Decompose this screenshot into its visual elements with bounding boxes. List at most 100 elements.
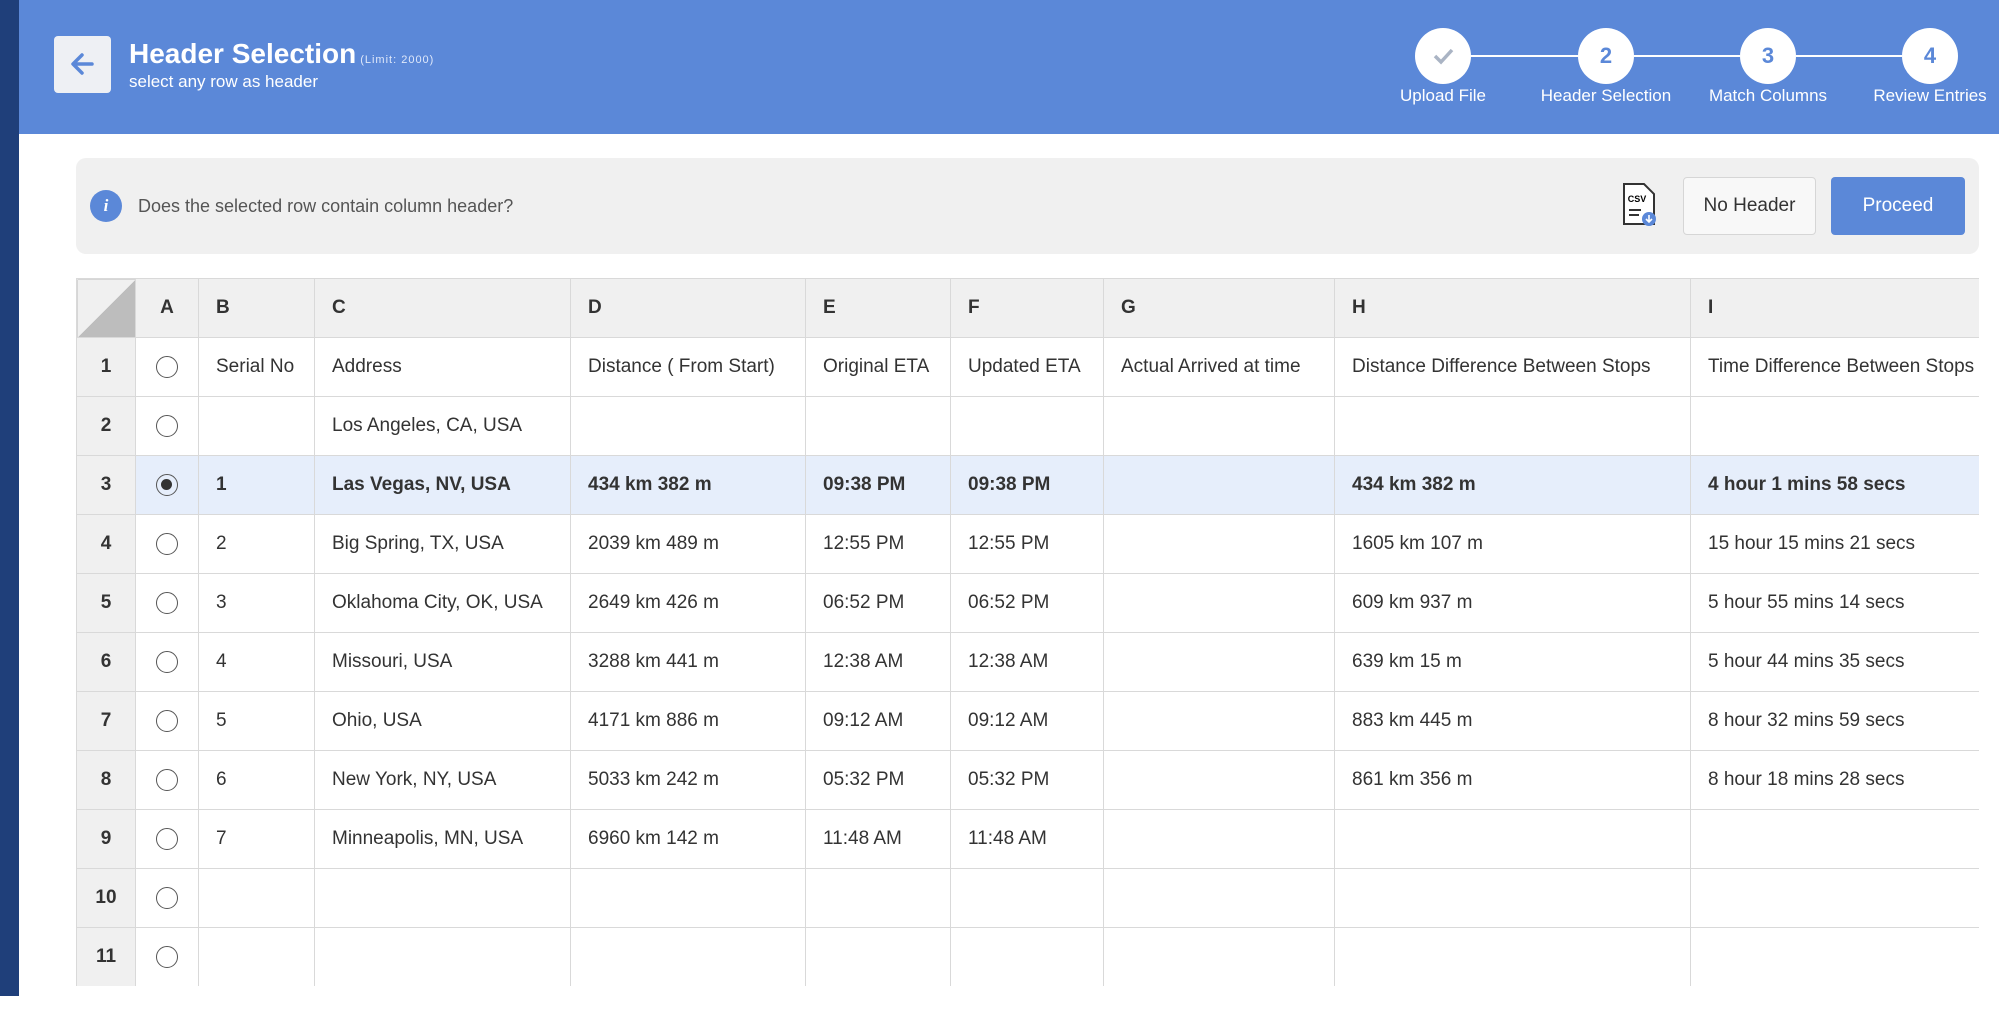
back-button[interactable] xyxy=(54,36,111,93)
table-cell: 09:38 PM xyxy=(950,455,1104,515)
table-row: 3 1 Las Vegas, NV, USA 434 km 382 m 09:38 PM… xyxy=(76,455,1979,515)
proceed-button[interactable]: Proceed xyxy=(1831,177,1965,235)
step-label: Match Columns xyxy=(1708,86,1828,105)
table-row: 6 4 Missouri, USA 3288 km 441 m 12:38 AM 12:3… xyxy=(76,632,1979,692)
table-cell: 2039 km 489 m xyxy=(570,514,806,574)
table-cell xyxy=(950,868,1104,928)
table-cell: 5033 km 242 m xyxy=(570,750,806,810)
radio-cell xyxy=(135,573,199,633)
table-cell: 5 hour 55 mins 14 secs xyxy=(1690,573,1979,633)
column-letter: F xyxy=(950,278,1104,338)
step-label: Header Selection xyxy=(1540,86,1672,105)
table-cell: 09:38 PM xyxy=(805,455,951,515)
table-cell: 5 hour 44 mins 35 secs xyxy=(1690,632,1979,692)
table-cell: 434 km 382 m xyxy=(570,455,806,515)
step-number: 4 xyxy=(1923,43,1937,68)
row-radio[interactable] xyxy=(156,945,178,968)
no-header-button[interactable]: No Header xyxy=(1683,177,1816,235)
column-letter: B xyxy=(198,278,315,338)
table-cell: 09:12 AM xyxy=(950,691,1104,751)
table-cell xyxy=(1103,455,1335,515)
table-cell: 8 hour 18 mins 28 secs xyxy=(1690,750,1979,810)
table-row: 8 6 New York, NY, USA 5033 km 242 m 05:32 PM… xyxy=(76,750,1979,810)
row-number: 10 xyxy=(76,868,136,928)
row-radio[interactable] xyxy=(156,768,178,791)
table-wrap: A B C D E F G H I 1 Serial No Address Distance ( Fro… xyxy=(76,278,1979,986)
column-letter: I xyxy=(1690,278,1979,338)
row-radio[interactable] xyxy=(156,355,178,378)
table-cell: 3288 km 441 m xyxy=(570,632,806,692)
table-cell: Actual Arrived at time xyxy=(1103,337,1335,397)
table-cell xyxy=(950,927,1104,986)
table-cell: Serial No xyxy=(198,337,315,397)
table-cell: 11:48 AM xyxy=(950,809,1104,869)
table-cell xyxy=(1103,573,1335,633)
step-line xyxy=(1634,55,1740,57)
table-cell: 639 km 15 m xyxy=(1334,632,1691,692)
table-cell xyxy=(570,396,806,456)
table-cell xyxy=(1690,809,1979,869)
row-radio[interactable] xyxy=(156,709,178,732)
table-row: 5 3 Oklahoma City, OK, USA 2649 km 426 m 06:… xyxy=(76,573,1979,633)
row-radio[interactable] xyxy=(156,473,178,496)
table-row: 9 7 Minneapolis, MN, USA 6960 km 142 m 11:48… xyxy=(76,809,1979,869)
row-number: 1 xyxy=(76,337,136,397)
table-cell: 5 xyxy=(198,691,315,751)
row-number: 5 xyxy=(76,573,136,633)
table-cell: 15 hour 15 mins 21 secs xyxy=(1690,514,1979,574)
table-cell: 7 xyxy=(198,809,315,869)
table-cell: Minneapolis, MN, USA xyxy=(314,809,571,869)
table-cell: 6 xyxy=(198,750,315,810)
row-radio[interactable] xyxy=(156,650,178,673)
row-radio[interactable] xyxy=(156,591,178,614)
table-row: 11 xyxy=(76,927,1979,986)
step-line xyxy=(1471,55,1578,57)
table-cell xyxy=(1103,750,1335,810)
table-cell: Original ETA xyxy=(805,337,951,397)
table-cell xyxy=(570,927,806,986)
radio-cell xyxy=(135,927,199,986)
table-cell: 2649 km 426 m xyxy=(570,573,806,633)
table-cell: 4171 km 886 m xyxy=(570,691,806,751)
table-cell xyxy=(1103,927,1335,986)
table-cell: Address xyxy=(314,337,571,397)
table-cell xyxy=(1334,396,1691,456)
radio-cell xyxy=(135,632,199,692)
radio-cell xyxy=(135,809,199,869)
table-cell: 12:55 PM xyxy=(950,514,1104,574)
step-number: 3 xyxy=(1761,43,1775,68)
row-number: 8 xyxy=(76,750,136,810)
column-letter: E xyxy=(805,278,951,338)
table-row: 1 Serial No Address Distance ( From Start) O… xyxy=(76,337,1979,397)
table-cell xyxy=(1334,868,1691,928)
table-cell: 4 xyxy=(198,632,315,692)
table-cell: 05:32 PM xyxy=(805,750,951,810)
table-cell xyxy=(1334,927,1691,986)
table-cell xyxy=(805,396,951,456)
table-cell xyxy=(198,396,315,456)
table-cell xyxy=(1103,396,1335,456)
table-cell xyxy=(805,868,951,928)
table-cell: 4 hour 1 mins 58 secs xyxy=(1690,455,1979,515)
table-cell: 434 km 382 m xyxy=(1334,455,1691,515)
table-row: 10 xyxy=(76,868,1979,928)
table-cell xyxy=(1103,691,1335,751)
table-cell xyxy=(1690,396,1979,456)
row-radio[interactable] xyxy=(156,414,178,437)
table-cell xyxy=(950,396,1104,456)
step-label: Upload File xyxy=(1400,86,1486,105)
csv-download[interactable]: CSV xyxy=(1620,182,1658,228)
title-text: Header Selection xyxy=(129,38,357,69)
table-cell xyxy=(805,927,951,986)
table-cell xyxy=(570,868,806,928)
table-cell: Updated ETA xyxy=(950,337,1104,397)
radio-cell xyxy=(135,455,199,515)
row-radio[interactable] xyxy=(156,827,178,850)
table-cell: 05:32 PM xyxy=(950,750,1104,810)
step-circle: 3 xyxy=(1740,28,1796,84)
back-arrow xyxy=(71,53,94,75)
row-radio[interactable] xyxy=(156,532,178,555)
row-radio[interactable] xyxy=(156,886,178,909)
step-circle: 2 xyxy=(1578,28,1634,84)
